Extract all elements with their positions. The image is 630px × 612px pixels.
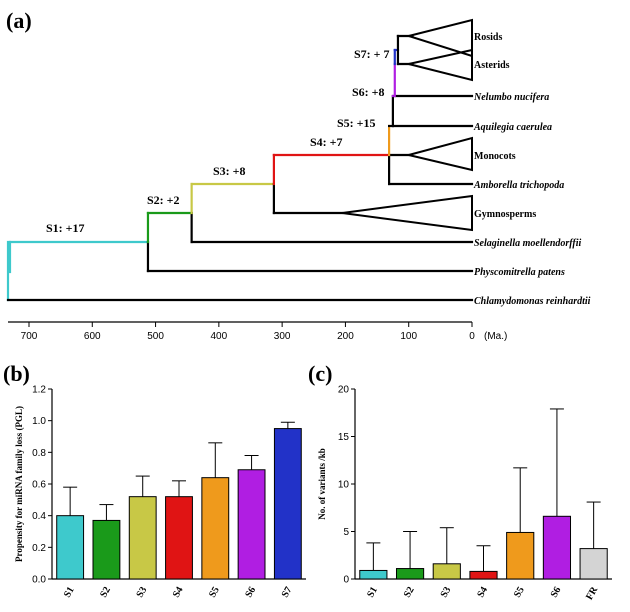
- bar-S4: [469, 570, 498, 580]
- x-tick-label: S4: [171, 585, 186, 600]
- taxon-label: Asterids: [474, 60, 510, 71]
- pgl-bar-chart: 0.0 0.2 0.4 0.6 0.8 1.0 1.2 Propensity for miRN…: [14, 385, 306, 600]
- x-tick-label: S6: [549, 585, 564, 600]
- bar-S6: [237, 469, 266, 580]
- bar-S4: [165, 496, 193, 580]
- time-axis-tick-label: 500: [147, 331, 164, 342]
- taxon-label: Aquilegia caerulea: [473, 122, 552, 133]
- x-tick-label: S5: [512, 585, 527, 600]
- panel-label-c: (c): [308, 361, 332, 386]
- bar-S1: [359, 569, 388, 580]
- panel-label-b: (b): [3, 361, 30, 386]
- time-axis-tick-label: 0: [469, 331, 475, 342]
- y-tick-label: 0.6: [32, 480, 46, 491]
- time-axis-tick-label: 200: [337, 331, 354, 342]
- y-tick-label: 15: [338, 432, 350, 443]
- x-tick-label: S2: [98, 585, 113, 600]
- taxon-label: Physcomitrella patens: [474, 267, 565, 278]
- bar-S3: [432, 563, 461, 580]
- bar-S2: [92, 519, 121, 580]
- time-axis-tick-label: 100: [400, 331, 417, 342]
- y-tick-label: 1.2: [32, 385, 46, 396]
- bar-S5: [506, 531, 535, 580]
- bar-S2: [395, 568, 425, 580]
- stage-label-S3: S3: +8: [213, 164, 246, 178]
- y-tick-label: 0.4: [32, 511, 46, 522]
- time-calibrated-tree: S1: +17 S2: +2 S3: +8 S4: +7 S5: +15 S6: +8 S7…: [6, 18, 591, 307]
- taxon-label: Chlamydomonas reinhardtii: [474, 296, 591, 307]
- x-tick-label: S7: [280, 585, 295, 600]
- stage-label-S6: S6: +8: [352, 85, 385, 99]
- clade-triangle-gymnosperms: [342, 194, 473, 232]
- taxon-label: Monocots: [474, 151, 516, 162]
- y-axis-label: No. of variants /kb: [317, 448, 327, 520]
- x-tick-label: S5: [207, 585, 222, 600]
- x-tick-label: S2: [402, 585, 417, 600]
- y-axis-label: Propensity for miRNA family loss (PGL): [14, 406, 24, 562]
- x-tick-label: S1: [62, 585, 77, 600]
- clade-triangle-asterids: [408, 48, 473, 82]
- time-axis-tick-label: 600: [84, 331, 101, 342]
- y-tick-label: 0: [343, 575, 349, 586]
- x-tick-label: S1: [365, 585, 380, 600]
- bar-S6: [542, 515, 572, 580]
- stage-label-S2: S2: +2: [147, 193, 180, 207]
- y-tick-label: 0.8: [32, 448, 46, 459]
- x-tick-label: S6: [243, 585, 258, 600]
- taxon-label: Rosids: [474, 32, 502, 43]
- time-axis-tick-label: 400: [211, 331, 228, 342]
- x-tick-label: FR: [584, 584, 601, 602]
- y-tick-label: 0.2: [32, 543, 46, 554]
- bar-S5: [201, 477, 230, 580]
- clade-triangle-rosids: [405, 18, 473, 58]
- x-tick-label: S3: [135, 585, 150, 600]
- y-tick-label: 5: [343, 527, 349, 538]
- time-axis-tick-label: 700: [21, 331, 38, 342]
- stage-label-S7: S7: + 7: [354, 47, 390, 61]
- taxon-label: Amborella trichopoda: [473, 180, 564, 191]
- y-tick-label: 0.0: [32, 575, 46, 586]
- y-tick-label: 1.0: [32, 416, 46, 427]
- stage-label-S5: S5: +15: [337, 116, 376, 130]
- taxon-label: Selaginella moellendorffii: [474, 238, 582, 249]
- time-axis-unit: (Ma.): [484, 331, 507, 342]
- taxon-label: Gymnosperms: [474, 209, 536, 220]
- panel-label-a: (a): [6, 8, 32, 33]
- bar-S7: [273, 428, 302, 580]
- bar-S1: [56, 515, 85, 580]
- time-axis: 700 600 500 400 300 200 100 0 (Ma.): [8, 321, 507, 342]
- bar-S3: [128, 496, 157, 580]
- bar-FR: [579, 548, 608, 580]
- variants-bar-chart: 0 5 10 15 20 No. of variants /kb S1 S2 S3 S4 S5 S6 F…: [317, 385, 612, 602]
- x-tick-label: S3: [439, 585, 454, 600]
- stage-label-S1: S1: +17: [46, 221, 85, 235]
- stage-label-S4: S4: +7: [310, 135, 343, 149]
- time-axis-tick-label: 300: [274, 331, 291, 342]
- y-tick-label: 10: [338, 480, 350, 491]
- taxon-label: Nelumbo nucifera: [473, 92, 549, 103]
- clade-triangle-monocots: [408, 136, 473, 172]
- x-tick-label: S4: [475, 585, 490, 600]
- y-tick-label: 20: [338, 385, 350, 396]
